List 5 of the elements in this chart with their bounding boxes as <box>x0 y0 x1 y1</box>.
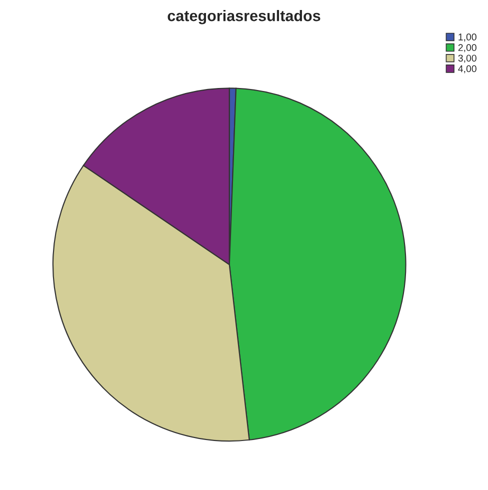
legend-label: 1,00 <box>458 34 476 42</box>
chart-title: categoriasresultados <box>168 10 320 24</box>
legend-label: 2,00 <box>458 44 476 52</box>
legend-label: 3,00 <box>458 54 476 63</box>
legend-label: 4,00 <box>458 65 476 74</box>
